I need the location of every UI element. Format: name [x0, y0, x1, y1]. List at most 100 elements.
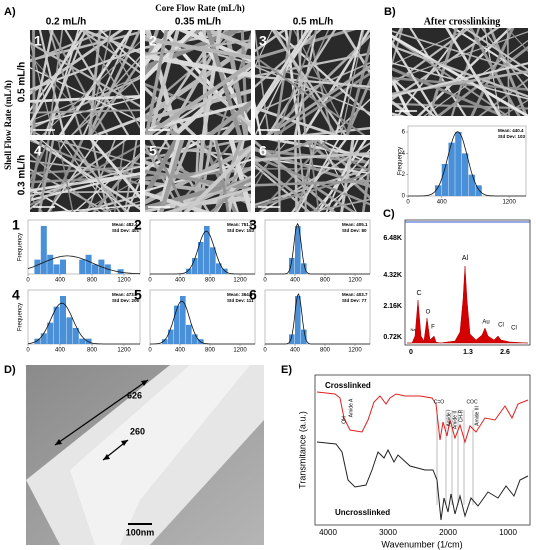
band-label: C=O	[434, 399, 445, 405]
x-tick-label: 1200	[348, 348, 362, 354]
bar	[60, 259, 66, 274]
fiber	[145, 37, 251, 60]
fiber	[83, 30, 140, 129]
fiber	[176, 30, 251, 63]
curve-label: Uncrosslinked	[335, 508, 390, 517]
y-tick-label: 4.32K	[383, 272, 402, 279]
fiber	[317, 170, 370, 212]
fiber	[76, 194, 140, 212]
fiber	[296, 30, 307, 135]
y-axis-label: Frequency	[18, 233, 24, 261]
band-label: Amide I	[446, 410, 452, 427]
fiber	[304, 140, 314, 212]
x-tick-label: 4000	[319, 528, 337, 537]
x-tick-label: 0	[148, 348, 152, 354]
bar	[295, 296, 301, 344]
peak-label: C	[416, 290, 421, 297]
bar	[79, 338, 86, 344]
fiber	[255, 30, 356, 60]
fiber	[64, 140, 128, 212]
fiber	[200, 30, 251, 50]
fiber	[159, 140, 185, 212]
bar	[468, 174, 476, 196]
image-number: 4	[34, 143, 42, 159]
fiber	[470, 28, 515, 116]
fiber	[148, 30, 180, 135]
fibers	[255, 140, 370, 212]
hist-number: 5	[134, 287, 142, 303]
x-tick-label: 800	[320, 348, 331, 354]
x-tick-label: 1000	[499, 528, 517, 537]
fiber	[30, 140, 67, 204]
fit-curve	[265, 222, 370, 275]
bar	[53, 264, 60, 274]
fiber	[195, 140, 205, 212]
x-tick-label: 0	[26, 278, 30, 284]
stats: Mean: 405.1	[342, 222, 368, 227]
fiber	[255, 75, 370, 88]
fiber	[30, 187, 72, 212]
row-label: 0.5 mL/h	[17, 62, 28, 103]
fiber	[392, 28, 472, 66]
fiber	[145, 61, 251, 135]
fiber	[273, 30, 293, 135]
peak-label: Cl	[498, 323, 504, 329]
x-tick-label: 400	[55, 348, 66, 354]
fiber	[214, 140, 230, 212]
x-tick-label: 0	[26, 348, 30, 354]
fiber	[101, 30, 140, 98]
fiber	[255, 155, 370, 206]
fit-curve	[27, 302, 140, 345]
fiber	[30, 77, 140, 130]
fiber	[145, 180, 251, 198]
fiber	[145, 34, 251, 65]
y-tick-label: 2.16K	[383, 303, 402, 310]
plot-frame	[314, 374, 531, 526]
fiber	[89, 140, 140, 200]
fiber	[301, 30, 370, 135]
fiber	[392, 62, 528, 100]
fiber	[221, 100, 251, 135]
fit-curve	[408, 131, 526, 197]
fiber	[145, 150, 251, 207]
fiber	[259, 142, 370, 212]
bar	[461, 153, 469, 196]
x-axis-label: Wavenumber (1/cm)	[381, 539, 462, 549]
fiber	[38, 140, 50, 212]
fiber	[295, 30, 303, 135]
fiber	[271, 30, 347, 135]
fit-curve	[265, 293, 370, 345]
fiber	[392, 112, 407, 116]
fiber	[30, 172, 140, 192]
fiber	[484, 28, 501, 116]
fiber	[308, 140, 320, 212]
column-label: 0.35 mL/h	[175, 17, 221, 28]
fiber	[32, 30, 36, 135]
fiber	[197, 140, 214, 212]
fiber	[30, 53, 100, 135]
fiber	[201, 30, 208, 135]
fiber	[30, 175, 140, 184]
fiber	[462, 28, 528, 72]
fiber	[255, 30, 314, 119]
stats: Std Dev: 103	[498, 134, 526, 139]
fiber	[214, 149, 251, 212]
x-tick-label: 400	[437, 200, 448, 206]
bar	[186, 324, 192, 344]
bar	[92, 264, 98, 274]
bar	[301, 329, 307, 344]
image-number: 3	[259, 33, 267, 49]
x-tick-label: 800	[87, 278, 98, 284]
x-tick-label: 800	[205, 278, 216, 284]
fiber	[70, 74, 140, 135]
fiber	[273, 30, 337, 135]
fiber	[392, 70, 528, 96]
bar	[47, 254, 54, 274]
x-tick-label: 0	[406, 200, 410, 206]
fiber	[255, 140, 320, 164]
x-tick-label: 1200	[233, 348, 247, 354]
fiber	[501, 99, 528, 116]
fiber	[213, 140, 243, 212]
fiber	[330, 98, 370, 135]
fiber	[183, 145, 251, 212]
